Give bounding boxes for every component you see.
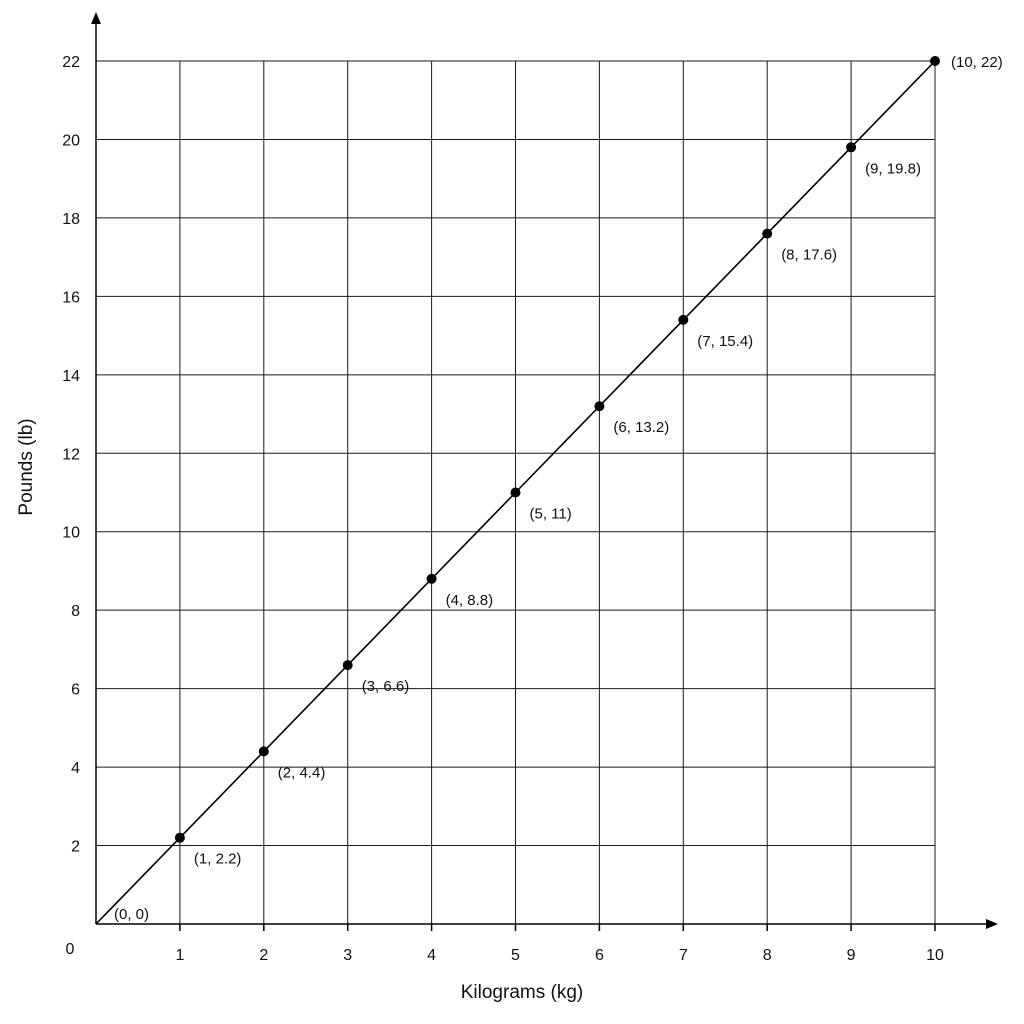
y-axis-arrow [91,12,101,24]
point-label: (5, 11) [530,506,572,523]
x-tick-label: 8 [763,947,772,964]
data-point [510,487,521,498]
point-label: (6, 13.2) [613,419,669,436]
point-label: (0, 0) [114,906,149,923]
x-axis-arrow [986,919,998,929]
x-tick-label: 6 [595,947,604,964]
x-tick-label: 9 [847,947,856,964]
x-tick-label: 10 [926,947,944,964]
x-tick-label: 3 [343,947,352,964]
x-tick-label: 5 [511,947,520,964]
y-tick-label: 4 [71,760,80,777]
y-tick-label: 12 [62,446,80,463]
data-point [594,401,605,412]
data-point [174,832,185,843]
data-point [678,314,689,325]
axes [91,12,998,929]
point-label: (4, 8.8) [446,592,494,609]
y-tick-label: 10 [62,525,80,542]
point-label: (10, 22) [951,54,1003,71]
x-tick-label: 1 [175,947,184,964]
data-point [846,142,857,153]
y-tick-label: 20 [62,132,80,149]
data-point [762,228,773,239]
y-tick-label: 18 [62,211,80,228]
point-label: (7, 15.4) [697,333,753,350]
y-tick-label: 16 [62,289,80,306]
point-label: (2, 4.4) [278,764,326,781]
point-label: (3, 6.6) [362,678,410,695]
data-point [258,746,269,757]
x-tick-label: 2 [259,947,268,964]
x-tick-label: 4 [427,947,436,964]
data-point [342,660,353,671]
data-point [426,573,437,584]
y-tick-label: 8 [71,603,80,620]
point-label: (8, 17.6) [781,247,837,264]
origin-label: 0 [66,941,75,958]
data-point [930,56,940,66]
data-points: (0, 0) (1, 2.2) (2, 4.4) (3, 6.6) (4, 8.8) (5… [114,54,1003,923]
y-axis-label: Pounds (lb) [16,418,37,515]
point-label: (1, 2.2) [194,851,242,868]
y-tick-label: 22 [62,54,80,71]
x-tick-label: 7 [679,947,688,964]
point-label: (9, 19.8) [865,160,921,177]
grid [96,60,936,924]
x-axis-label: Kilograms (kg) [461,982,583,1003]
y-tick-label: 6 [71,682,80,699]
y-tick-label: 2 [71,839,80,856]
y-tick-label: 14 [62,368,80,385]
